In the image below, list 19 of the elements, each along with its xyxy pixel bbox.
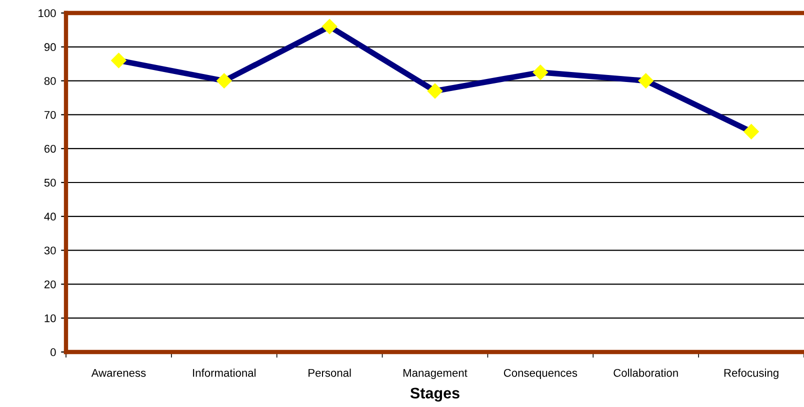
x-tick-label: Informational [193, 368, 256, 377]
x-tick-label: Collaboration [614, 368, 678, 377]
x-tick-label: Refocusing [724, 368, 778, 380]
y-tick-label: 50 [44, 178, 56, 187]
y-tick-label: 70 [44, 110, 56, 119]
y-tick-label: 60 [44, 144, 56, 153]
y-tick-label: 90 [44, 43, 56, 52]
y-tick-label: 40 [44, 212, 56, 221]
x-tick-label: Consequences [504, 368, 578, 380]
y-tick-label: 20 [44, 280, 56, 288]
x-axis-title: Stages [410, 388, 460, 402]
x-tick-label: Personal [308, 368, 351, 377]
y-tick-label: 30 [44, 246, 56, 254]
y-tick-label: 80 [44, 77, 56, 85]
x-tick-label: Awareness [91, 369, 146, 377]
y-tick-label: 10 [44, 314, 56, 322]
y-tick-label: 100 [38, 9, 56, 18]
y-tick-label: 0 [50, 348, 56, 356]
x-tick-label: Management [403, 369, 468, 380]
